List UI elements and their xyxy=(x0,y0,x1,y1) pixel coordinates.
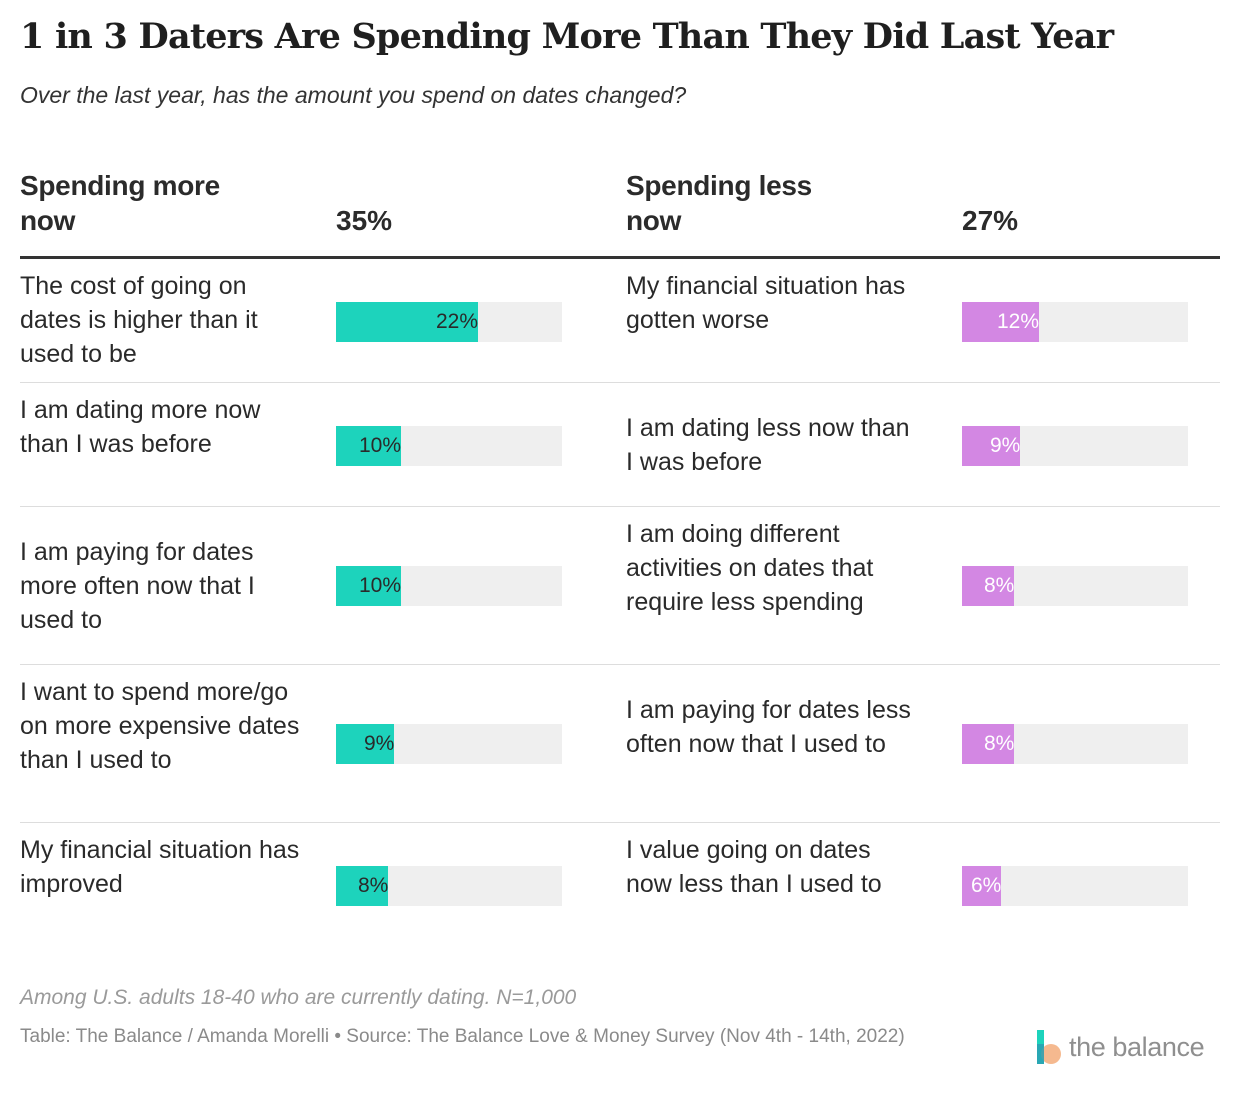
column-total-less: 27% xyxy=(962,205,1019,236)
bar-track-less-2: 9% xyxy=(962,426,1188,466)
brand-logo: the balance xyxy=(1035,1030,1225,1070)
row-divider xyxy=(20,382,1220,383)
footnote: Among U.S. adults 18-40 who are currentl… xyxy=(20,986,577,1009)
bar-more-2 xyxy=(336,426,401,466)
bar-less-5 xyxy=(962,866,1001,906)
bar-value-less-1: 12% xyxy=(997,310,1040,333)
bar-less-4 xyxy=(962,724,1014,764)
row-label-less-1: My financial situation has gotten worse xyxy=(626,272,906,334)
bar-more-1 xyxy=(336,302,478,342)
row-label-more-3: I am paying for dates more often now tha… xyxy=(20,538,255,634)
bar-more-4 xyxy=(336,724,394,764)
chart-title: 1 in 3 Daters Are Spending More Than The… xyxy=(20,16,1114,57)
source-credit: Table: The Balance / Amanda Morelli • So… xyxy=(20,1026,905,1047)
row-divider xyxy=(20,506,1220,507)
row-label-more-5: My financial situation has improved xyxy=(20,836,300,898)
column-heading-less-line-2: now xyxy=(626,205,682,236)
bar-value-less-3: 8% xyxy=(984,574,1015,597)
column-heading-more-line-2: now xyxy=(20,205,76,236)
bar-track-more-2: 10% xyxy=(336,426,562,466)
bar-less-2 xyxy=(962,426,1020,466)
bar-track-less-1: 12% xyxy=(962,302,1188,342)
logo-mark-icon xyxy=(1037,1030,1061,1064)
bar-more-3 xyxy=(336,566,401,606)
bar-track-more-3: 10% xyxy=(336,566,562,606)
bar-more-5 xyxy=(336,866,388,906)
bar-value-less-2: 9% xyxy=(990,434,1021,457)
row-label-less-3: I am doing different activities on dates… xyxy=(626,520,874,616)
chart-subtitle: Over the last year, has the amount you s… xyxy=(20,82,687,108)
column-total-more: 35% xyxy=(336,205,393,236)
row-divider xyxy=(20,822,1220,823)
bar-track-less-4: 8% xyxy=(962,724,1188,764)
row-label-less-4: I am paying for dates less often now tha… xyxy=(626,696,911,758)
column-heading-less-line-1: Spending less xyxy=(626,170,812,201)
bar-less-1 xyxy=(962,302,1039,342)
bar-track-less-5: 6% xyxy=(962,866,1188,906)
bar-track-more-5: 8% xyxy=(336,866,562,906)
row-label-more-4: I want to spend more/go on more expensiv… xyxy=(20,678,300,774)
bar-track-less-3: 8% xyxy=(962,566,1188,606)
bar-less-3 xyxy=(962,566,1014,606)
bar-track-more-4: 9% xyxy=(336,724,562,764)
column-heading-less: Spending less now xyxy=(626,168,812,238)
bar-value-more-3: 10% xyxy=(359,574,402,597)
logo-text: the balance xyxy=(1069,1032,1205,1062)
row-divider xyxy=(20,664,1220,665)
bar-track-more-1: 22% xyxy=(336,302,562,342)
bar-value-more-1: 22% xyxy=(436,310,479,333)
column-heading-more: Spending more now xyxy=(20,168,220,238)
bar-value-more-4: 9% xyxy=(364,732,395,755)
bar-value-more-2: 10% xyxy=(359,434,402,457)
row-label-less-5: I value going on dates now less than I u… xyxy=(626,836,882,898)
row-label-more-2: I am dating more now than I was before xyxy=(20,396,261,458)
bar-value-less-5: 6% xyxy=(971,874,1002,897)
row-label-more-1: The cost of going on dates is higher tha… xyxy=(20,272,258,368)
column-heading-more-line-1: Spending more xyxy=(20,170,220,201)
row-label-less-2: I am dating less now than I was before xyxy=(626,414,910,476)
header-rule xyxy=(20,256,1220,259)
bar-value-less-4: 8% xyxy=(984,732,1015,755)
bar-value-more-5: 8% xyxy=(358,874,389,897)
